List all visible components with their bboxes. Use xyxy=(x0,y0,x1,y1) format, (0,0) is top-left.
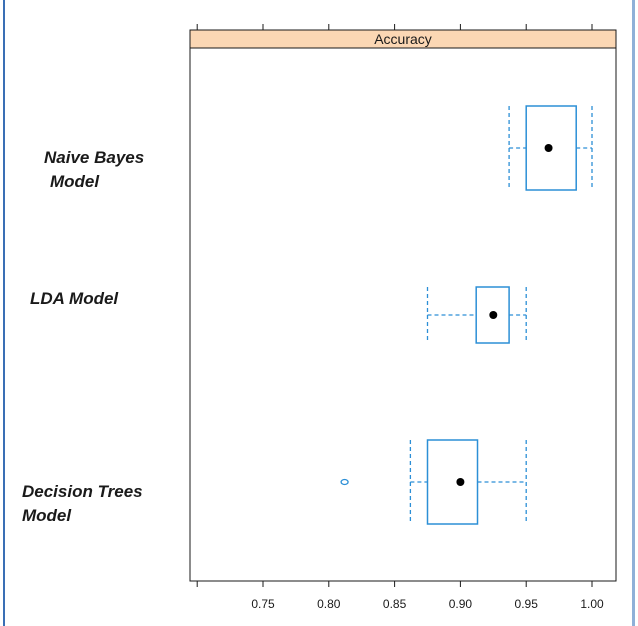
median-dot xyxy=(544,144,553,152)
x-tick-label: 0.85 xyxy=(383,597,407,611)
x-tick-label: 0.75 xyxy=(251,597,275,611)
frame-right-border xyxy=(632,0,635,626)
category-label-line: Model xyxy=(50,172,100,191)
strip-header xyxy=(189,29,617,49)
box-iqr xyxy=(426,439,479,525)
x-tick-label: 1.00 xyxy=(580,597,604,611)
x-axis: 0.75 0.80 0.85 0.90 0.95 1.00 xyxy=(196,24,604,611)
category-label-naive-bayes: Naive Bayes Model xyxy=(44,146,144,194)
median-dot xyxy=(456,478,465,486)
category-label-line: LDA Model xyxy=(30,289,119,308)
category-label-line: Model xyxy=(22,506,72,525)
box-series xyxy=(340,105,593,525)
box-group xyxy=(340,439,527,525)
category-label-line: Naive Bayes xyxy=(44,148,145,167)
box-group xyxy=(426,286,527,344)
category-label-decision-trees: Decision Trees Model xyxy=(22,480,143,528)
x-tick-label: 0.95 xyxy=(515,597,539,611)
x-tick-label: 0.90 xyxy=(449,597,473,611)
frame-left-border xyxy=(3,0,5,626)
outlier-point xyxy=(340,478,349,486)
category-label-line: Decision Trees xyxy=(22,482,143,501)
median-dot xyxy=(489,311,498,319)
category-label-lda: LDA Model xyxy=(30,287,118,311)
box-group xyxy=(508,105,593,191)
strip-title: Accuracy xyxy=(374,31,432,47)
x-tick-label: 0.80 xyxy=(317,597,341,611)
